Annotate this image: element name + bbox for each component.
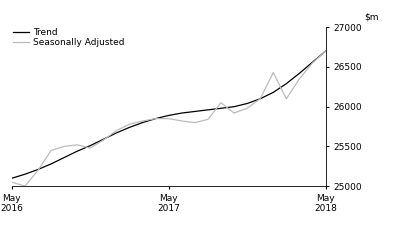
Trend [193,110,197,113]
Trend [258,97,262,100]
Trend [245,102,249,105]
Seasonally Adjusted [140,120,145,122]
Seasonally Adjusted [23,185,27,188]
Trend [114,131,119,134]
Trend [75,150,80,153]
Seasonally Adjusted [62,145,67,148]
Trend [62,156,67,159]
Seasonally Adjusted [297,78,302,80]
Trend [323,50,328,52]
Seasonally Adjusted [127,123,132,126]
Trend [179,112,184,114]
Seasonally Adjusted [193,121,197,124]
Seasonally Adjusted [245,107,249,110]
Seasonally Adjusted [166,117,171,120]
Trend [206,109,210,111]
Seasonally Adjusted [10,181,14,184]
Seasonally Adjusted [49,149,54,152]
Trend [310,61,315,64]
Seasonally Adjusted [232,112,237,114]
Trend [166,114,171,117]
Seasonally Adjusted [179,120,184,122]
Seasonally Adjusted [258,97,262,100]
Trend [101,138,106,141]
Seasonally Adjusted [310,62,315,64]
Seasonally Adjusted [114,129,119,132]
Trend [23,173,27,176]
Seasonally Adjusted [153,117,158,120]
Seasonally Adjusted [88,147,93,149]
Trend [36,168,40,171]
Seasonally Adjusted [75,143,80,146]
Trend [127,126,132,129]
Trend [10,177,14,180]
Trend [88,144,93,147]
Trend [271,91,276,94]
Seasonally Adjusted [101,139,106,141]
Seasonally Adjusted [323,50,328,52]
Trend [284,82,289,85]
Seasonally Adjusted [36,169,40,172]
Legend: Trend, Seasonally Adjusted: Trend, Seasonally Adjusted [13,28,124,47]
Trend [49,163,54,165]
Trend [219,107,224,110]
Line: Seasonally Adjusted: Seasonally Adjusted [12,51,326,186]
Line: Trend: Trend [12,51,326,178]
Trend [297,72,302,75]
Trend [140,121,145,124]
Trend [153,117,158,120]
Seasonally Adjusted [284,97,289,100]
Text: $m: $m [364,13,379,22]
Seasonally Adjusted [219,101,224,104]
Trend [232,105,237,108]
Seasonally Adjusted [206,118,210,121]
Seasonally Adjusted [271,71,276,74]
